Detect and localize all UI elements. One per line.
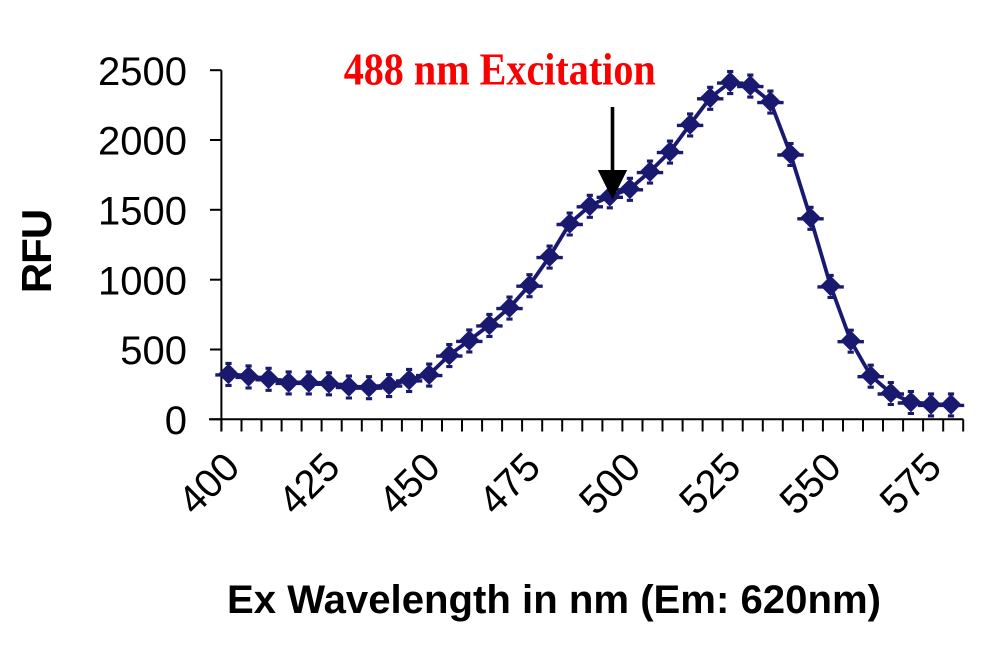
svg-text:1000: 1000 — [98, 259, 187, 303]
svg-text:2500: 2500 — [98, 50, 187, 94]
svg-text:RFU: RFU — [13, 210, 60, 293]
svg-text:500: 500 — [120, 329, 187, 373]
svg-text:2000: 2000 — [98, 120, 187, 164]
svg-text:0: 0 — [165, 399, 187, 443]
svg-text:488 nm Excitation: 488 nm Excitation — [344, 44, 656, 95]
svg-text:1500: 1500 — [98, 189, 187, 233]
svg-text:Ex Wavelength in nm (Em: 620nm: Ex Wavelength in nm (Em: 620nm) — [227, 578, 881, 622]
